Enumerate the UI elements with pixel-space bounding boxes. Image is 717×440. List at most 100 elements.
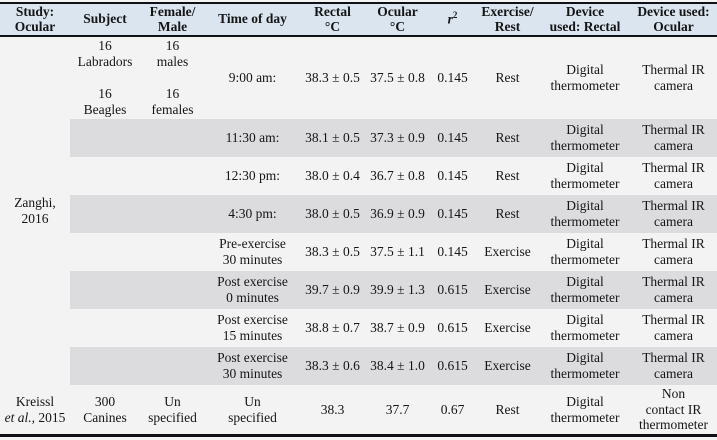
activity-cell: Exercise — [484, 244, 531, 260]
table-row-zanghi-1130am: 11:30 am: 38.1 ± 0.5 37.3 ± 0.9 0.145 Re… — [0, 119, 717, 157]
table-row-zanghi-900am: Zanghi, 2016 16 Labradors 16 Beagles 16 … — [0, 36, 717, 385]
col-header-exercise-rest: Exercise/ Rest — [475, 2, 540, 37]
female-male-cell: Un specified — [140, 385, 205, 437]
subject-cell: 300 Canines — [70, 385, 140, 437]
activity-cell: Rest — [475, 385, 540, 437]
device-rectal-cell: Digital thermometer — [540, 385, 630, 437]
table-row-zanghi-1230pm: 12:30 pm: 38.0 ± 0.4 36.7 ± 0.8 0.145 Re… — [0, 157, 717, 195]
time-cell: Pre-exercise 30 minutes — [219, 236, 286, 267]
device-rectal-cell: Digital thermometer — [540, 271, 630, 309]
device-ocular-cell: Thermal IR camera — [630, 347, 717, 385]
rectal-cell: 38.0 ± 0.4 — [305, 168, 360, 184]
empty-cell — [70, 195, 205, 233]
device-ocular-cell: Thermal IR camera — [642, 62, 705, 93]
time-cell: 12:30 pm: — [224, 168, 281, 184]
r2-cell: 0.145 — [437, 168, 468, 184]
table-row-zanghi-pre-exercise: Pre-exercise 30 minutes 38.3 ± 0.5 37.5 … — [0, 233, 717, 271]
activity-cell: Rest — [495, 70, 520, 86]
time-cell: Post exercise 0 minutes — [205, 271, 300, 309]
device-rectal-cell: Digital thermometer — [540, 119, 630, 157]
rectal-cell: 39.7 ± 0.9 — [300, 271, 365, 309]
empty-cell — [70, 271, 205, 309]
col-header-study: Study: Ocular — [0, 2, 70, 37]
time-cell: Post exercise 30 minutes — [205, 347, 300, 385]
r2-cell: 0.145 — [437, 70, 468, 86]
col-header-device-ocular: Device used: Ocular — [630, 2, 717, 37]
rectal-cell: 38.3 — [300, 385, 365, 437]
study-cell-zanghi: Zanghi, 2016 — [0, 36, 70, 385]
study-cell-kreissl: Kreissl et al., 2015 — [0, 385, 70, 437]
ocular-cell: 37.7 — [365, 385, 430, 437]
device-rectal-cell: Digital thermometer — [550, 160, 620, 191]
empty-cell — [70, 157, 205, 195]
rectal-cell: 38.3 ± 0.5 — [305, 244, 360, 260]
col-header-ocular: Ocular °C — [365, 2, 430, 37]
activity-cell: Exercise — [475, 347, 540, 385]
activity-cell: Rest — [475, 195, 540, 233]
ocular-cell: 36.9 ± 0.9 — [365, 195, 430, 233]
col-header-r-squared: r2 — [430, 2, 475, 37]
female-male-cell: 16 males 16 females — [151, 38, 194, 117]
activity-cell: Rest — [495, 168, 520, 184]
col-header-rectal: Rectal °C — [300, 2, 365, 37]
rectal-cell: 38.0 ± 0.5 — [300, 195, 365, 233]
ocular-cell: 38.4 ± 1.0 — [365, 347, 430, 385]
r-symbol: r — [447, 11, 453, 27]
time-cell: 4:30 pm: — [205, 195, 300, 233]
r2-cell: 0.615 — [430, 347, 475, 385]
table-row-zanghi-post-30: Post exercise 30 minutes 38.3 ± 0.6 38.4… — [0, 347, 717, 385]
rectal-cell: 38.8 ± 0.7 — [305, 320, 360, 336]
device-ocular-cell: Thermal IR camera — [642, 236, 705, 267]
kreissl-name: Kreissl — [15, 393, 55, 409]
table-row-zanghi-430pm: 4:30 pm: 38.0 ± 0.5 36.9 ± 0.9 0.145 Res… — [0, 195, 717, 233]
activity-cell: Exercise — [484, 320, 531, 336]
r2-cell: 0.145 — [437, 244, 468, 260]
col-header-subject: Subject — [70, 2, 140, 37]
device-rectal-cell: Digital thermometer — [550, 62, 620, 93]
rectal-cell: 38.1 ± 0.5 — [300, 119, 365, 157]
activity-cell: Rest — [475, 119, 540, 157]
rectal-cell: 38.3 ± 0.5 — [305, 70, 360, 86]
device-rectal-cell: Digital thermometer — [550, 236, 620, 267]
device-ocular-cell: Thermal IR camera — [630, 271, 717, 309]
ocular-cell: 39.9 ± 1.3 — [365, 271, 430, 309]
col-header-device-rectal: Device used: Rectal — [540, 2, 630, 37]
time-cell: Un specified — [205, 385, 300, 437]
kreissl-year: 2015 — [38, 409, 66, 425]
header-row: Study: Ocular Subject Female/ Male Time … — [0, 2, 717, 37]
activity-cell: Exercise — [475, 271, 540, 309]
rectal-cell: 38.3 ± 0.6 — [300, 347, 365, 385]
device-ocular-cell: Thermal IR camera — [630, 119, 717, 157]
ocular-cell: 37.5 ± 1.1 — [370, 244, 425, 260]
device-rectal-cell: Digital thermometer — [540, 347, 630, 385]
time-cell: 9:00 am: — [228, 70, 277, 86]
ocular-cell: 37.5 ± 0.8 — [370, 70, 425, 86]
table-row-zanghi-post-15: Post exercise 15 minutes 38.8 ± 0.7 38.7… — [0, 309, 717, 347]
ocular-cell: 36.7 ± 0.8 — [370, 168, 425, 184]
r2-cell: 0.615 — [430, 271, 475, 309]
ocular-cell: 37.3 ± 0.9 — [365, 119, 430, 157]
kreissl-etal: et al., — [4, 409, 35, 425]
empty-cell — [70, 309, 205, 347]
empty-cell — [70, 347, 205, 385]
device-ocular-cell: Thermal IR camera — [630, 195, 717, 233]
r2-cell: 0.145 — [430, 195, 475, 233]
r2-cell: 0.615 — [437, 320, 468, 336]
col-header-time-of-day: Time of day — [205, 2, 300, 37]
empty-cell — [70, 233, 205, 271]
col-header-female-male: Female/ Male — [140, 2, 205, 37]
time-cell: Post exercise 15 minutes — [217, 312, 288, 343]
time-cell: 11:30 am: — [205, 119, 300, 157]
r2-cell: 0.145 — [430, 119, 475, 157]
ocular-cell: 38.7 ± 0.9 — [370, 320, 425, 336]
table-row-zanghi-post-0: Post exercise 0 minutes 39.7 ± 0.9 39.9 … — [0, 271, 717, 309]
table-row-kreissl: Kreissl et al., 2015 300 Canines Un speci… — [0, 385, 717, 437]
r2-cell: 0.67 — [430, 385, 475, 437]
device-ocular-cell: Non contact IR thermometer — [630, 385, 717, 437]
subject-cell: 16 Labradors 16 Beagles — [77, 38, 133, 117]
device-rectal-cell: Digital thermometer — [550, 312, 620, 343]
device-rectal-cell: Digital thermometer — [540, 195, 630, 233]
device-ocular-cell: Thermal IR camera — [642, 160, 705, 191]
